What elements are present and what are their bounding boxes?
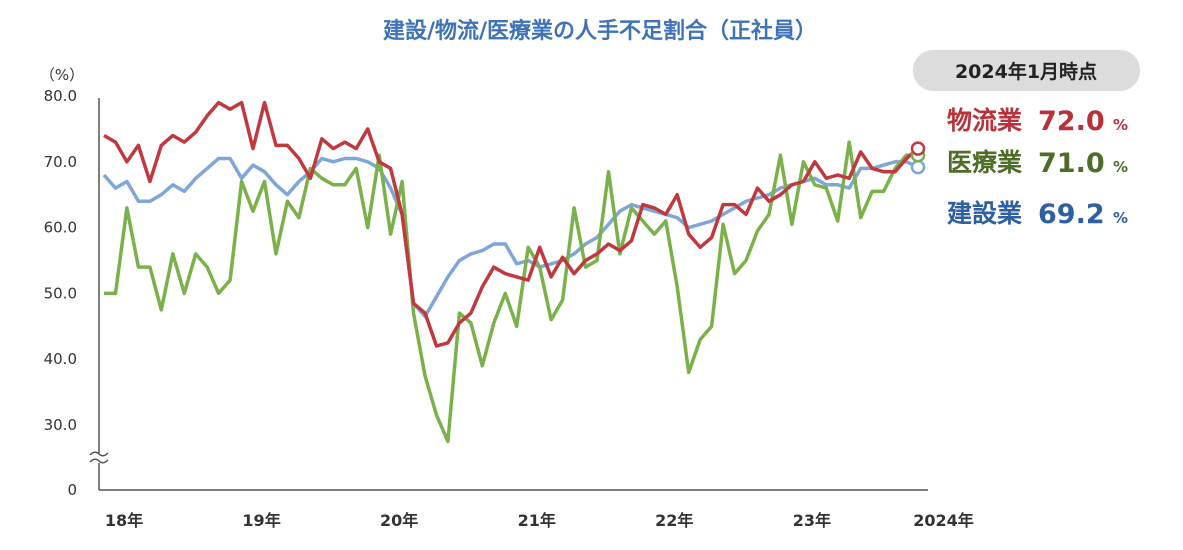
legend-value-construction: 69.2 [1038, 199, 1105, 230]
series-lines [102, 100, 920, 444]
legend-unit-logistics: % [1113, 116, 1128, 134]
y-ticks: 80.0 70.0 60.0 50.0 40.0 30.0 0 [44, 87, 77, 499]
legend: 物流業 72.0 % 医療業 71.0 % 建設業 69.2 % [947, 106, 1128, 230]
date-badge [913, 50, 1140, 91]
legend-name-medical: 医療業 [947, 148, 1022, 177]
legend-value-medical: 71.0 [1038, 148, 1105, 179]
series-line-logistics [103, 100, 920, 348]
x-tick-label: 20年 [380, 511, 418, 530]
x-tick-label: 19年 [242, 511, 280, 530]
y-tick-label: 80.0 [44, 87, 77, 105]
y-tick-label: 30.0 [44, 416, 77, 434]
x-tick-label: 21年 [518, 511, 556, 530]
chart-title: 建設/物流/医療業の人手不足割合（正社員） [383, 18, 817, 44]
series-line-medical [104, 140, 918, 444]
legend-name-construction: 建設業 [947, 199, 1022, 228]
date-badge-label: 2024年1月時点 [955, 60, 1097, 83]
y-tick-label: 40.0 [44, 350, 77, 368]
y-tick-label: 70.0 [44, 153, 77, 171]
series-line-construction [102, 156, 919, 319]
end-points [910, 141, 926, 175]
x-ticks: 18年 19年 20年 21年 22年 23年 2024年 [105, 511, 974, 530]
x-tick-label: 23年 [793, 511, 831, 530]
legend-unit-construction: % [1113, 209, 1128, 227]
end-point-construction [910, 159, 926, 175]
x-tick-label: 18年 [105, 511, 143, 530]
x-tick-label: 22年 [655, 511, 693, 530]
legend-name-logistics: 物流業 [947, 106, 1022, 135]
x-tick-label: 2024年 [913, 511, 974, 530]
axis-break-mark [89, 451, 109, 464]
legend-value-logistics: 72.0 [1038, 106, 1105, 137]
y-tick-label: 60.0 [44, 219, 77, 237]
y-tick-label: 50.0 [44, 284, 77, 302]
y-axis-unit: （%） [40, 66, 84, 84]
legend-unit-medical: % [1113, 158, 1128, 176]
end-point-logistics [910, 141, 926, 156]
y-tick-label: 0 [67, 481, 77, 499]
